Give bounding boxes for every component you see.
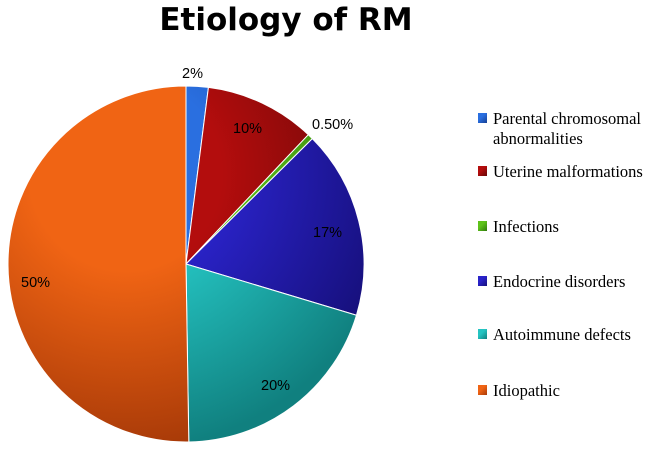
chart-title: Etiology of RM bbox=[159, 2, 413, 38]
legend-item: Endocrine disorders bbox=[478, 272, 669, 292]
pie-slices bbox=[7, 85, 365, 443]
legend-label: Uterine malformations bbox=[493, 162, 643, 181]
pie-slice-idiopathic bbox=[7, 85, 190, 443]
legend-item: Autoimmune defects bbox=[478, 325, 669, 345]
legend-swatch bbox=[478, 276, 487, 286]
legend-label: Infections bbox=[493, 217, 559, 236]
data-label-infections: 0.50% bbox=[312, 117, 353, 133]
data-label-parental-chromosomal-abnormalities: 2% bbox=[182, 66, 203, 82]
pie-labels: 2% 10% 0.50% 17% 20% 50% bbox=[21, 66, 353, 394]
pie-slice-autoimmune-defects bbox=[185, 263, 358, 443]
pie-slice-uterine-malformations bbox=[185, 86, 310, 266]
legend-item: Idiopathic bbox=[478, 381, 669, 401]
legend-label: Idiopathic bbox=[493, 381, 560, 400]
legend: Parental chromosomal abnormalities Uterin… bbox=[478, 0, 669, 453]
legend-swatch bbox=[478, 385, 487, 395]
legend-swatch bbox=[478, 113, 487, 123]
legend-label: Endocrine disorders bbox=[493, 272, 626, 291]
legend-item: Parental chromosomal abnormalities bbox=[478, 109, 669, 149]
legend-label: Parental chromosomal abnormalities bbox=[493, 109, 642, 148]
data-label-uterine-malformations: 10% bbox=[233, 121, 262, 137]
legend-item: Infections bbox=[478, 217, 669, 237]
legend-item: Uterine malformations bbox=[478, 162, 669, 182]
legend-swatch bbox=[478, 166, 487, 176]
legend-label: Autoimmune defects bbox=[493, 325, 631, 344]
data-label-idiopathic: 50% bbox=[21, 275, 50, 291]
data-label-autoimmune-defects: 20% bbox=[261, 378, 290, 394]
legend-swatch bbox=[478, 221, 487, 231]
legend-swatch bbox=[478, 329, 487, 339]
data-label-endocrine-disorders: 17% bbox=[313, 225, 342, 241]
pie-slice-endocrine-disorders bbox=[185, 137, 365, 316]
